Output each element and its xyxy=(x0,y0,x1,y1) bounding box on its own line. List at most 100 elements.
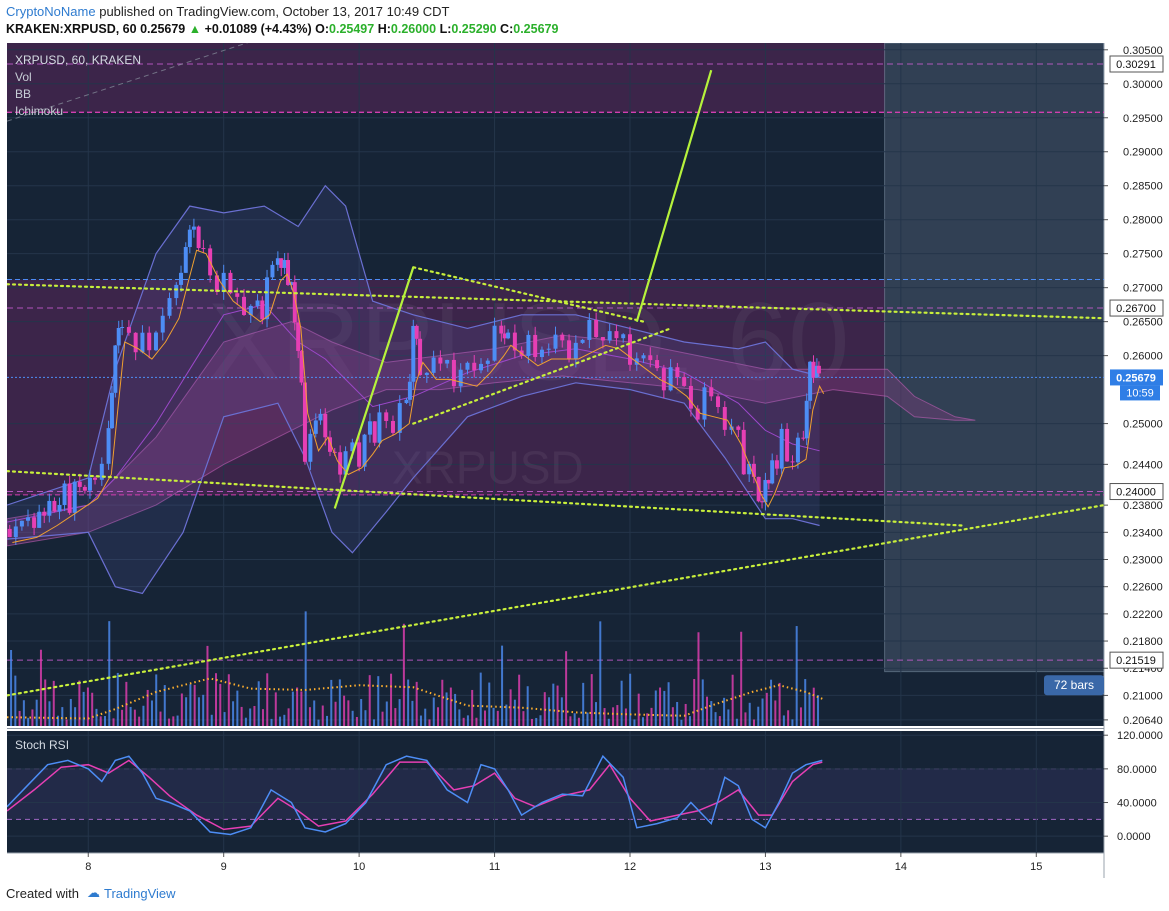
volume-bar xyxy=(752,719,755,726)
volume-bar xyxy=(641,717,644,726)
candle-body xyxy=(801,437,806,439)
volume-bar xyxy=(697,632,700,726)
candle-body xyxy=(242,296,247,315)
volume-bar xyxy=(603,708,606,726)
price-marker-box xyxy=(1109,299,1164,317)
candle-body xyxy=(546,348,551,350)
volume-bar xyxy=(565,651,568,726)
volume-bar xyxy=(714,712,717,726)
volume-bar xyxy=(586,712,589,726)
volume-bar xyxy=(44,679,47,726)
volume-bar xyxy=(61,707,64,726)
volume-bar xyxy=(236,690,239,726)
volume-bar xyxy=(82,691,85,726)
price-axis-label: 0.27000 xyxy=(1123,283,1163,295)
volume-bar xyxy=(266,673,269,726)
volume-bar xyxy=(215,673,218,726)
candle-body xyxy=(113,345,118,393)
candle-body xyxy=(323,413,328,438)
price-axis-label: 0.22600 xyxy=(1123,582,1163,594)
candle-body xyxy=(235,293,240,297)
volume-bar xyxy=(296,687,299,726)
diagonal-reference-line xyxy=(7,43,249,122)
volume-bar xyxy=(223,712,226,726)
open-value: 0.25497 xyxy=(329,22,375,36)
candle-body xyxy=(722,407,727,430)
candle-body xyxy=(641,355,646,359)
stoch-axis-label: 80.0000 xyxy=(1117,764,1157,776)
candle-body xyxy=(140,332,145,353)
volume-bar xyxy=(377,676,380,726)
candle-body xyxy=(42,511,47,516)
volume-bar xyxy=(501,645,504,726)
volume-bar xyxy=(701,679,704,726)
price-axis-label: 0.21000 xyxy=(1123,690,1163,702)
candle-body xyxy=(37,511,42,528)
candle-body xyxy=(648,355,653,361)
volume-bar xyxy=(795,626,798,726)
candle-body xyxy=(390,420,395,433)
candle-body xyxy=(404,399,409,404)
volume-bar xyxy=(607,718,610,726)
candle-body xyxy=(19,520,24,527)
volume-bar xyxy=(155,674,158,726)
price-axis-label: 0.29000 xyxy=(1123,147,1163,159)
volume-bar xyxy=(116,672,119,726)
price-axis-label: 0.28000 xyxy=(1123,215,1163,227)
volume-bar xyxy=(727,709,730,726)
volume-bar xyxy=(300,691,303,726)
candle-body xyxy=(424,372,429,375)
author-link[interactable]: CryptoNoName xyxy=(6,4,96,19)
volume-bar xyxy=(368,675,371,726)
volume-bar xyxy=(95,708,98,726)
candle-body xyxy=(397,403,402,433)
candle-body xyxy=(804,400,809,439)
volume-bar xyxy=(347,700,350,726)
candle-body xyxy=(196,226,201,249)
candle-body xyxy=(506,332,511,339)
volume-bar xyxy=(411,700,414,726)
volume-bar xyxy=(573,713,576,726)
high-label: H: xyxy=(377,22,391,36)
volume-bar xyxy=(740,631,743,726)
candle-body xyxy=(106,428,111,464)
volume-bar xyxy=(744,712,747,726)
volume-bar xyxy=(616,705,619,726)
watermark-symbol: XRPUSD xyxy=(392,441,584,493)
volume-bar xyxy=(112,718,115,726)
candle-body xyxy=(32,517,37,528)
volume-bar xyxy=(787,710,790,726)
volume-bar xyxy=(466,715,469,726)
last-price-label: 0.25679 xyxy=(1116,372,1156,384)
candle-body xyxy=(338,452,343,475)
tradingview-logo-icon[interactable]: ☁ xyxy=(86,885,100,900)
volume-bar xyxy=(27,717,30,726)
volume-bar xyxy=(428,719,431,726)
stoch-axis-label: 40.0000 xyxy=(1117,798,1157,810)
candle-body xyxy=(451,359,456,387)
volume-bar xyxy=(577,717,580,726)
candle-body xyxy=(751,463,756,477)
candle-body xyxy=(286,260,291,285)
candle-body xyxy=(621,334,626,339)
candle-body xyxy=(77,481,82,487)
volume-bar xyxy=(257,681,260,726)
price-marker-label: 0.30291 xyxy=(1116,59,1156,71)
volume-bar xyxy=(518,674,521,726)
candle-body xyxy=(87,477,92,491)
candle-body xyxy=(627,334,632,365)
candle-body xyxy=(362,434,367,467)
price-change: +0.01089 (+4.43%) xyxy=(204,22,312,36)
candle-body xyxy=(133,332,138,353)
volume-bar xyxy=(812,687,815,726)
candle-body xyxy=(600,337,605,341)
tradingview-brand[interactable]: TradingView xyxy=(103,885,176,901)
candle-body xyxy=(292,282,297,323)
volume-bar xyxy=(595,702,598,726)
indicator-label: BB xyxy=(15,87,31,101)
candle-body xyxy=(458,369,463,387)
time-axis-label: 9 xyxy=(221,861,227,873)
candle-body xyxy=(716,396,721,408)
volume-bar xyxy=(765,692,768,726)
